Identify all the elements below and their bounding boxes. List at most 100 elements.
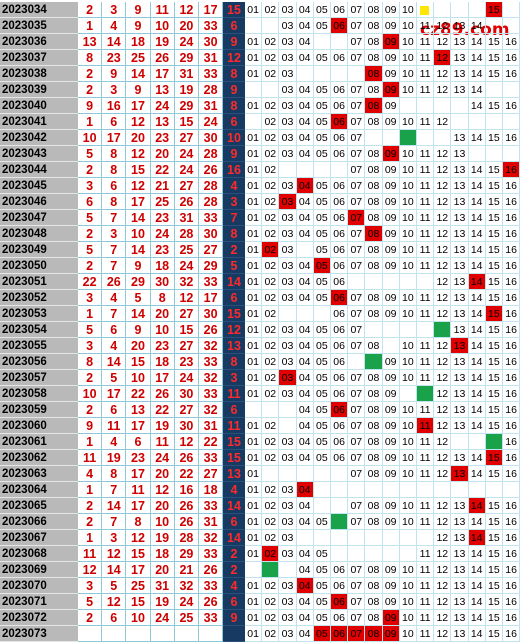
red-ball-number: 25 [126, 578, 151, 594]
trend-cell: 10 [399, 626, 417, 642]
trend-cell: 05 [313, 178, 331, 194]
trend-cell: 10 [399, 338, 417, 354]
trend-cell [503, 2, 521, 18]
trend-cell [503, 18, 521, 34]
blue-ball-number: 3 [223, 370, 245, 386]
red-ball-number: 5 [126, 290, 151, 306]
blue-ball-number: 14 [223, 274, 245, 290]
trend-cell [313, 306, 331, 322]
issue-number: 2023044 [0, 162, 78, 178]
trend-cell: 14 [468, 338, 486, 354]
trend-cell [417, 274, 435, 290]
trend-cell: 11 [417, 290, 435, 306]
red-ball-number: 26 [174, 194, 199, 210]
trend-cell [365, 322, 383, 338]
trend-cell-hit: 06 [331, 402, 349, 418]
red-ball-number: 17 [126, 98, 151, 114]
trend-cell: 14 [468, 66, 486, 82]
red-ball-number: 9 [126, 18, 151, 34]
trend-cell: 08 [365, 50, 383, 66]
trend-cell: 13 [451, 322, 469, 338]
trend-cell: 04 [296, 98, 314, 114]
red-ball-number: 20 [150, 306, 175, 322]
red-ball-number: 23 [174, 354, 199, 370]
red-ball-number: 5 [78, 322, 103, 338]
trend-cell: 11 [417, 146, 435, 162]
trend-cell: 02 [262, 114, 280, 130]
red-ball-number: 2 [78, 498, 103, 514]
issue-number: 2023043 [0, 146, 78, 162]
trend-cell: 16 [503, 370, 521, 386]
trend-cell: 14 [468, 50, 486, 66]
trend-cell: 06 [331, 82, 349, 98]
trend-cell-hit: 04 [296, 178, 314, 194]
trend-cell-hit: 07 [348, 626, 366, 642]
trend-cell: 04 [296, 274, 314, 290]
trend-cell: 05 [313, 210, 331, 226]
trend-cell: 07 [348, 370, 366, 386]
trend-cell: 16 [503, 402, 521, 418]
trend-cell: 15 [485, 466, 503, 482]
red-ball-number: 21 [174, 562, 199, 578]
blue-ball-number: 8 [223, 66, 245, 82]
trend-cell: 09 [382, 386, 400, 402]
trend-cell: 02 [262, 322, 280, 338]
red-ball-number: 17 [126, 466, 151, 482]
trend-cell [313, 34, 331, 50]
trend-cell: 06 [331, 418, 349, 434]
trend-cell: 06 [331, 338, 349, 354]
trend-cell [485, 18, 503, 34]
red-ball-number: 15 [126, 546, 151, 562]
trend-cell: 04 [296, 354, 314, 370]
trend-cell: 13 [451, 242, 469, 258]
trend-cell: 04 [296, 258, 314, 274]
trend-cell: 05 [313, 450, 331, 466]
trend-cell: 14 [468, 546, 486, 562]
issue-number: 2023047 [0, 210, 78, 226]
red-ball-number: 24 [174, 162, 199, 178]
trend-cell: 06 [331, 178, 349, 194]
trend-cell [399, 546, 417, 562]
trend-cell: 05 [313, 50, 331, 66]
blue-ball-number: 14 [223, 530, 245, 546]
trend-cell: 08 [365, 450, 383, 466]
trend-cell: 11 [417, 370, 435, 386]
red-ball-number: 30 [199, 130, 224, 146]
trend-cell [313, 162, 331, 178]
trend-cell: 02 [262, 530, 280, 546]
trend-cell [365, 482, 383, 498]
blue-ball-number: 2 [223, 242, 245, 258]
trend-cell: 06 [331, 98, 349, 114]
trend-cell: 02 [262, 2, 280, 18]
trend-cell: 04 [296, 386, 314, 402]
trend-cell [296, 306, 314, 322]
trend-cell-hit: 03 [279, 370, 297, 386]
red-ball-number: 21 [150, 178, 175, 194]
red-ball-number: 10 [150, 322, 175, 338]
red-ball-number: 12 [126, 114, 151, 130]
trend-cell: 14 [468, 322, 486, 338]
trend-cell: 06 [331, 146, 349, 162]
red-ball-number: 3 [102, 530, 127, 546]
trend-cell: 09 [382, 194, 400, 210]
red-ball-number [102, 626, 127, 642]
trend-cell-hit: 14 [468, 530, 486, 546]
red-ball-number: 9 [78, 418, 103, 434]
trend-cell-hit: 02 [262, 546, 280, 562]
red-ball-number: 2 [78, 2, 103, 18]
issue-number: 2023045 [0, 178, 78, 194]
red-ball-number: 17 [126, 562, 151, 578]
trend-cell: 11 [417, 34, 435, 50]
trend-cell: 11 [417, 578, 435, 594]
red-ball-number: 6 [102, 610, 127, 626]
red-ball-number: 31 [199, 418, 224, 434]
trend-cell [296, 242, 314, 258]
trend-cell-hit: 14 [468, 274, 486, 290]
red-ball-number: 18 [150, 258, 175, 274]
trend-cell: 03 [279, 178, 297, 194]
red-ball-number: 24 [199, 114, 224, 130]
trend-cell [262, 18, 280, 34]
trend-cell: 11 [417, 498, 435, 514]
blue-ball-number: 6 [223, 594, 245, 610]
red-ball-number: 4 [102, 18, 127, 34]
